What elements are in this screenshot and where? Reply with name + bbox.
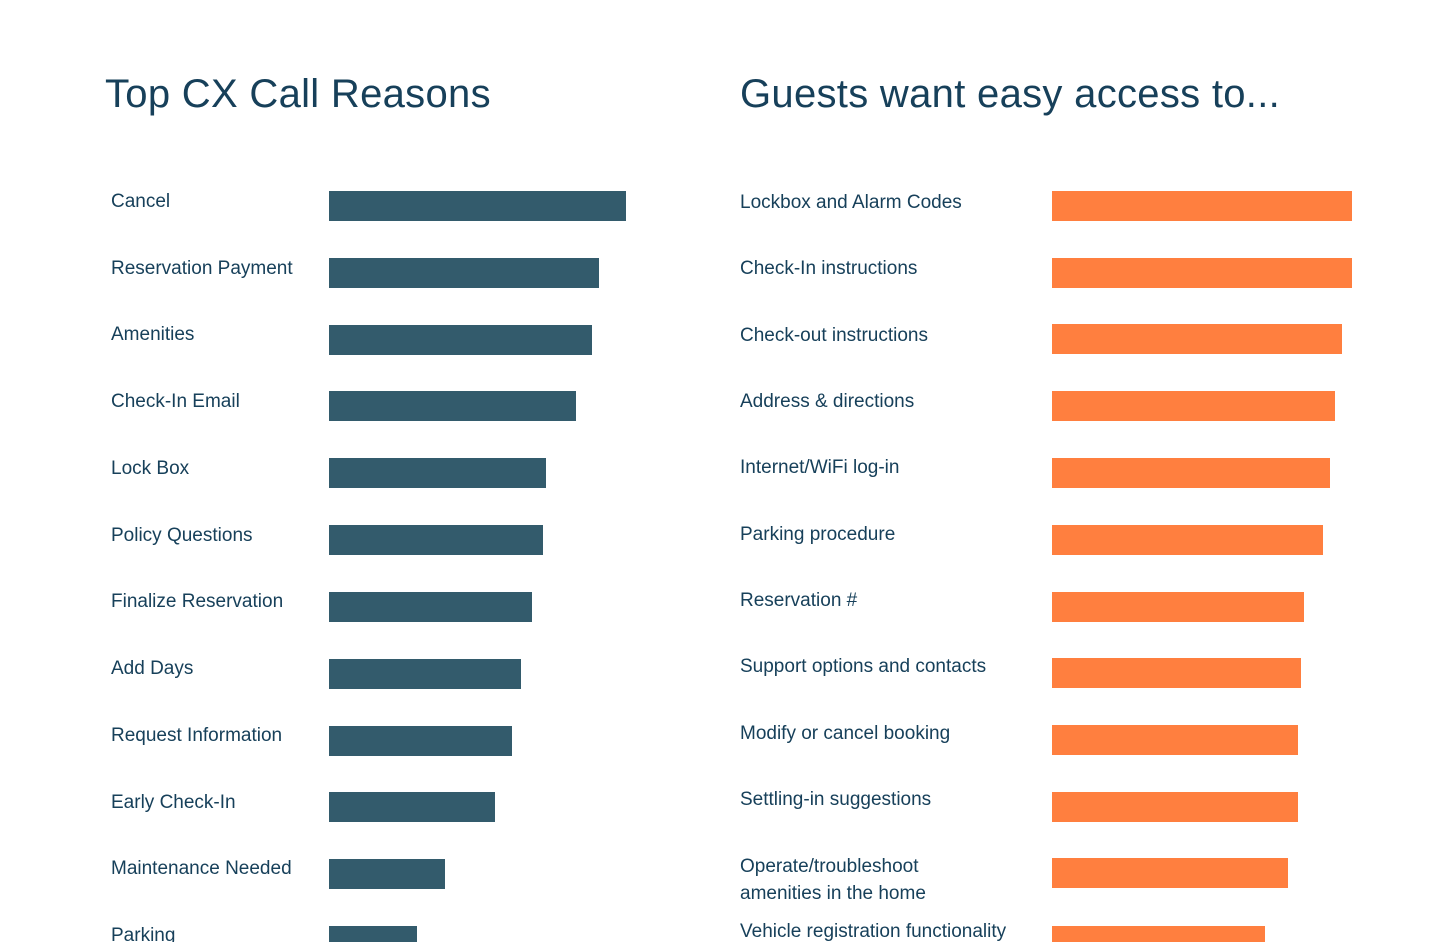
bar-label: Internet/WiFi log-in [740,457,900,478]
bar-label: Settling-in suggestions [740,789,932,810]
bar-label: Early Check-In [111,792,236,813]
bar [329,258,599,288]
bar-label: Parking [111,925,176,942]
chart-title: Top CX Call Reasons [105,72,491,116]
bar-label-line: Operate/troubleshoot [740,856,919,877]
bar-label: Vehicle registration functionality [740,921,1007,942]
bar-label: Support options and contacts [740,656,987,677]
bar-label: Add Days [111,658,194,679]
bar [329,859,445,889]
bar [1052,725,1298,755]
guest-access-chart: Guests want easy access to... Lockbox an… [700,0,1440,942]
bar [329,926,417,942]
bar [1052,458,1330,488]
bar-label: Check-In Email [111,391,240,412]
bar [329,325,592,355]
bar [1052,324,1342,354]
bar-label: Modify or cancel booking [740,723,951,744]
bar-label: Address & directions [740,391,915,412]
bar [1052,592,1304,622]
bar-label: Policy Questions [111,525,253,546]
bar [329,191,626,221]
bar [1052,658,1301,688]
bar [329,525,543,555]
bar-label: Reservation # [740,590,858,611]
bar-label: Reservation Payment [111,258,293,279]
bar-label: Amenities [111,324,195,345]
bar-label-line: amenities in the home [740,883,926,904]
chart-title: Guests want easy access to... [740,72,1281,116]
bar-label: Finalize Reservation [111,591,284,612]
bar-label: Lock Box [111,458,190,479]
bar-label: Operate/troubleshoot amenities in the hom… [740,853,926,907]
bar [1052,792,1298,822]
bar-label: Check-out instructions [740,325,928,346]
bar [1052,391,1335,421]
bar [1052,191,1352,221]
bar-label: Cancel [111,191,171,212]
bar [329,592,532,622]
bar-label: Request Information [111,725,283,746]
bar [1052,926,1265,942]
bar-label: Maintenance Needed [111,858,292,879]
bar [1052,525,1323,555]
call-reasons-chart: Top CX Call Reasons Cancel Reservation Pa… [0,0,700,942]
bar-label: Lockbox and Alarm Codes [740,192,962,213]
bar [1052,858,1288,888]
bar-label: Parking procedure [740,524,896,545]
bar [1052,258,1352,288]
bar [329,659,521,689]
bar [329,726,512,756]
bar-label: Check-In instructions [740,258,918,279]
bar [329,458,546,488]
bar [329,792,495,822]
bar [329,391,576,421]
